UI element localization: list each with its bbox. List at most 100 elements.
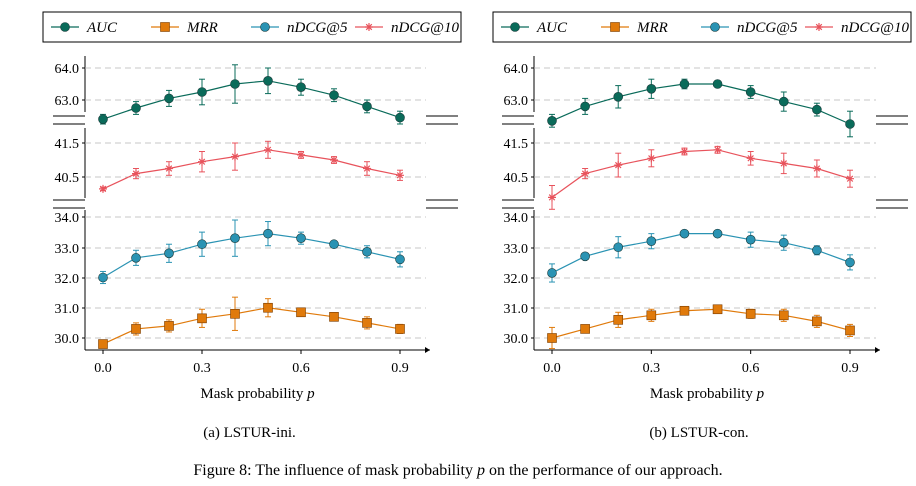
legend-label: MRR (636, 20, 668, 36)
series-ndcg-5 (98, 219, 405, 285)
data-point (679, 228, 690, 239)
series-mrr (547, 304, 855, 350)
y-tick-label: 41.5 (55, 137, 80, 152)
data-point (581, 169, 590, 178)
data-point (614, 161, 623, 170)
legend-label: nDCG@5 (737, 20, 798, 36)
data-point (613, 315, 624, 325)
data-point (646, 310, 657, 321)
legend-marker (815, 23, 823, 31)
data-point (613, 242, 624, 253)
data-point (329, 312, 339, 322)
data-point (580, 324, 590, 334)
series-auc (98, 64, 405, 125)
data-point (779, 159, 788, 168)
figure-caption: Figure 8: The influence of mask probabil… (193, 462, 722, 479)
data-point (164, 248, 174, 259)
data-point (812, 104, 822, 115)
data-point (230, 79, 240, 89)
x-axis-arrow (875, 347, 880, 353)
data-point (329, 239, 339, 250)
legend-marker (510, 22, 520, 32)
data-point (98, 339, 108, 349)
data-point (846, 174, 854, 183)
data-point (395, 112, 405, 123)
data-point (845, 257, 855, 268)
data-point (745, 234, 756, 245)
data-point (99, 184, 107, 193)
y-tick-label: 33.0 (504, 242, 529, 257)
legend-label: nDCG@10 (391, 20, 459, 36)
data-point (548, 193, 556, 202)
data-point (547, 268, 557, 278)
data-point (98, 272, 108, 283)
legend-marker (365, 23, 373, 31)
data-point (713, 145, 722, 154)
x-tick-label: 0.3 (643, 361, 661, 376)
legend-label: nDCG@5 (287, 20, 348, 36)
y-tick-label: 30.0 (55, 332, 80, 347)
data-point (712, 79, 723, 89)
data-point (296, 82, 306, 92)
legend-marker (160, 22, 170, 32)
data-point (845, 119, 855, 129)
data-point (164, 321, 174, 331)
series-line (102, 80, 401, 120)
data-point (812, 164, 821, 173)
data-point (547, 333, 557, 343)
data-point (845, 325, 855, 336)
data-point (646, 84, 657, 94)
data-point (131, 324, 141, 334)
data-point (580, 251, 590, 262)
y-tick-label: 32.0 (55, 272, 80, 287)
data-point (362, 101, 372, 112)
legend-marker (260, 22, 270, 32)
data-point (363, 164, 371, 173)
y-tick-label: 34.0 (55, 211, 80, 226)
data-point (98, 114, 108, 124)
data-point (679, 305, 690, 316)
series-line (551, 308, 851, 339)
data-point (263, 302, 273, 313)
series-auc (547, 78, 855, 138)
chart-lstur-con: AUC MRR nDCG@5 nDCG@10 63.0 64.0 40.5 41.5 30.0 3… (492, 11, 912, 441)
y-tick-label: 32.0 (504, 272, 529, 287)
data-point (362, 318, 372, 328)
y-tick-label: 64.0 (504, 62, 529, 77)
data-point (778, 237, 789, 248)
x-tick-label: 0.0 (543, 361, 561, 376)
data-point (712, 228, 723, 239)
data-point (396, 171, 404, 180)
legend-label: AUC (536, 20, 568, 36)
data-point (745, 308, 756, 319)
data-point (230, 233, 240, 243)
x-tick-label: 0.9 (391, 361, 409, 376)
data-point (231, 152, 239, 161)
legend-marker (710, 22, 720, 32)
data-point (647, 154, 656, 163)
y-tick-label: 63.0 (55, 94, 80, 109)
data-point (165, 164, 173, 173)
x-tick-label: 0.3 (193, 361, 211, 376)
data-point (230, 308, 240, 319)
data-point (296, 307, 306, 318)
legend-marker (60, 22, 70, 32)
data-point (679, 79, 690, 89)
legend-label: MRR (186, 20, 218, 36)
x-tick-label: 0.6 (742, 361, 760, 376)
data-point (680, 147, 689, 156)
data-point (263, 76, 273, 86)
subcaption: (a) LSTUR-ini. (203, 425, 295, 441)
data-point (197, 87, 207, 97)
series-line (551, 149, 851, 198)
y-tick-label: 33.0 (55, 242, 80, 257)
data-point (197, 239, 207, 250)
data-point (131, 253, 141, 263)
data-point (362, 246, 372, 257)
data-point (812, 316, 822, 327)
data-point (746, 154, 755, 163)
data-point (712, 304, 723, 315)
data-point (812, 245, 822, 256)
legend: AUC MRR nDCG@5 nDCG@10 (492, 11, 912, 43)
